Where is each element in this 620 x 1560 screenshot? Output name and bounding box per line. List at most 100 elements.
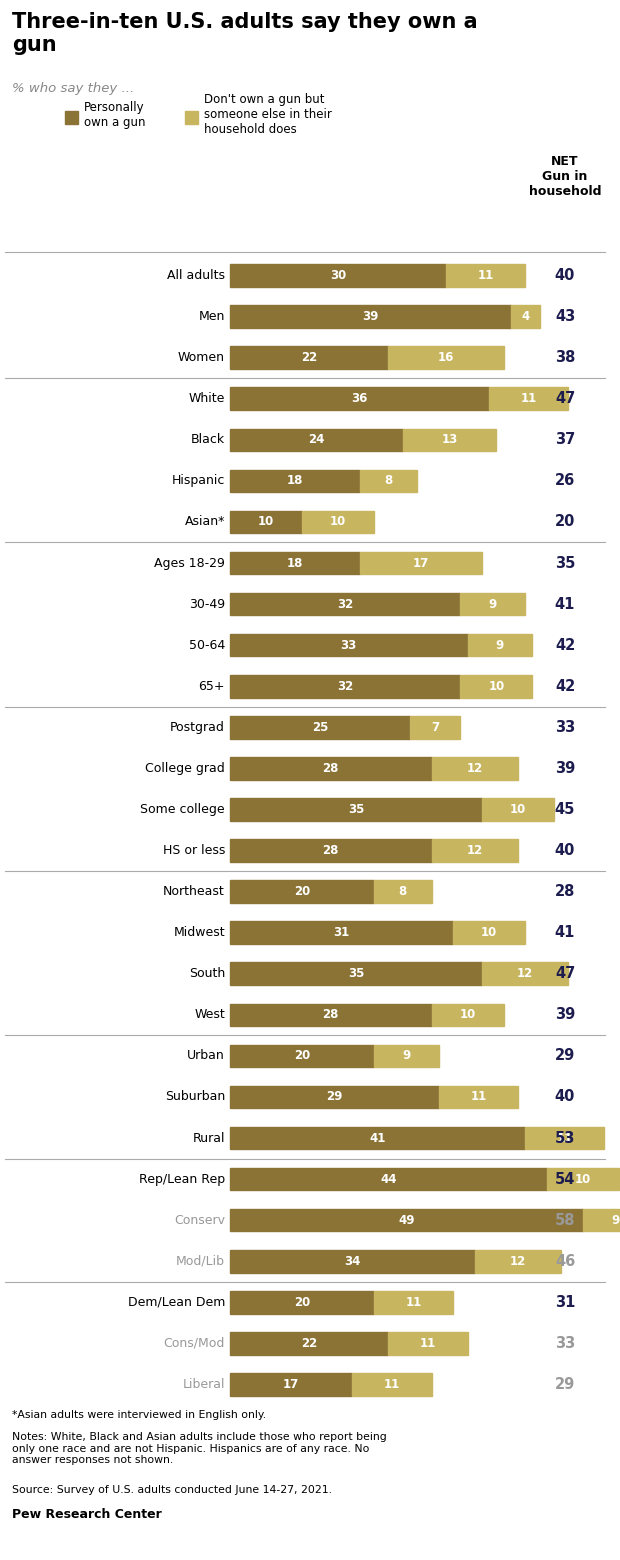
Text: Postgrad: Postgrad bbox=[170, 721, 225, 733]
Text: 41: 41 bbox=[555, 596, 575, 612]
Text: 35: 35 bbox=[348, 803, 364, 816]
Text: 44: 44 bbox=[380, 1173, 397, 1186]
FancyBboxPatch shape bbox=[511, 306, 539, 328]
Text: 33: 33 bbox=[555, 719, 575, 735]
FancyBboxPatch shape bbox=[230, 1045, 374, 1067]
Text: 40: 40 bbox=[555, 1089, 575, 1104]
Text: 32: 32 bbox=[337, 597, 353, 610]
Text: 26: 26 bbox=[555, 473, 575, 488]
Text: *Asian adults were interviewed in English only.: *Asian adults were interviewed in Englis… bbox=[12, 1410, 266, 1420]
FancyBboxPatch shape bbox=[410, 716, 461, 738]
Text: 10: 10 bbox=[575, 1173, 591, 1186]
Text: Mod/Lib: Mod/Lib bbox=[176, 1254, 225, 1268]
Text: 36: 36 bbox=[352, 392, 368, 406]
Text: 58: 58 bbox=[555, 1212, 575, 1228]
Text: Don't own a gun but
someone else in their
household does: Don't own a gun but someone else in thei… bbox=[204, 94, 332, 136]
Text: 41: 41 bbox=[555, 925, 575, 941]
Text: Personally
own a gun: Personally own a gun bbox=[84, 101, 146, 129]
Text: Urban: Urban bbox=[187, 1050, 225, 1062]
Text: 20: 20 bbox=[294, 1050, 310, 1062]
Text: 41: 41 bbox=[370, 1131, 386, 1145]
FancyBboxPatch shape bbox=[230, 387, 489, 410]
FancyBboxPatch shape bbox=[475, 1250, 561, 1273]
FancyBboxPatch shape bbox=[374, 1045, 439, 1067]
Text: Women: Women bbox=[178, 351, 225, 363]
Text: Men: Men bbox=[198, 310, 225, 323]
Text: 28: 28 bbox=[555, 885, 575, 899]
Text: 37: 37 bbox=[555, 432, 575, 448]
Text: Suburban: Suburban bbox=[165, 1090, 225, 1103]
FancyBboxPatch shape bbox=[374, 1292, 453, 1314]
Text: HS or less: HS or less bbox=[162, 844, 225, 856]
Text: 8: 8 bbox=[399, 885, 407, 899]
Text: Black: Black bbox=[191, 434, 225, 446]
Text: Rural: Rural bbox=[192, 1131, 225, 1145]
FancyBboxPatch shape bbox=[525, 1126, 604, 1150]
Text: 12: 12 bbox=[467, 761, 483, 775]
Text: 31: 31 bbox=[334, 927, 350, 939]
Text: 9: 9 bbox=[496, 638, 504, 652]
Text: 46: 46 bbox=[555, 1254, 575, 1268]
FancyBboxPatch shape bbox=[374, 880, 432, 903]
Text: 11: 11 bbox=[557, 1131, 573, 1145]
FancyBboxPatch shape bbox=[489, 387, 569, 410]
Text: 28: 28 bbox=[322, 844, 339, 856]
Text: Three-in-ten U.S. adults say they own a
gun: Three-in-ten U.S. adults say they own a … bbox=[12, 12, 477, 55]
FancyBboxPatch shape bbox=[230, 1332, 388, 1354]
Text: 42: 42 bbox=[555, 638, 575, 652]
Text: South: South bbox=[188, 967, 225, 980]
Text: All adults: All adults bbox=[167, 268, 225, 282]
Text: 30-49: 30-49 bbox=[189, 597, 225, 610]
FancyBboxPatch shape bbox=[230, 839, 432, 861]
Text: 25: 25 bbox=[312, 721, 328, 733]
Text: 20: 20 bbox=[294, 1296, 310, 1309]
Text: 32: 32 bbox=[337, 680, 353, 693]
Text: 47: 47 bbox=[555, 966, 575, 981]
FancyBboxPatch shape bbox=[461, 675, 533, 697]
FancyBboxPatch shape bbox=[230, 306, 511, 328]
FancyBboxPatch shape bbox=[230, 1003, 432, 1026]
Text: 53: 53 bbox=[555, 1131, 575, 1145]
FancyBboxPatch shape bbox=[230, 264, 446, 287]
Text: 18: 18 bbox=[286, 474, 303, 487]
Text: 11: 11 bbox=[384, 1377, 400, 1392]
FancyBboxPatch shape bbox=[230, 510, 302, 534]
Text: 22: 22 bbox=[301, 1337, 317, 1349]
Text: 11: 11 bbox=[405, 1296, 422, 1309]
Text: 39: 39 bbox=[362, 310, 379, 323]
Text: 42: 42 bbox=[555, 679, 575, 694]
Text: 20: 20 bbox=[294, 885, 310, 899]
Text: 33: 33 bbox=[555, 1335, 575, 1351]
Text: College grad: College grad bbox=[145, 761, 225, 775]
Text: 10: 10 bbox=[258, 515, 274, 529]
FancyBboxPatch shape bbox=[230, 799, 482, 821]
Text: 11: 11 bbox=[471, 1090, 487, 1103]
FancyBboxPatch shape bbox=[302, 510, 374, 534]
FancyBboxPatch shape bbox=[230, 1209, 583, 1231]
Text: Midwest: Midwest bbox=[174, 927, 225, 939]
FancyBboxPatch shape bbox=[467, 633, 533, 657]
Text: 29: 29 bbox=[555, 1048, 575, 1064]
Text: 28: 28 bbox=[322, 761, 339, 775]
Text: 54: 54 bbox=[555, 1172, 575, 1187]
Text: 24: 24 bbox=[308, 434, 325, 446]
FancyBboxPatch shape bbox=[230, 1168, 547, 1190]
Text: Asian*: Asian* bbox=[185, 515, 225, 529]
Text: NET
Gun in
household: NET Gun in household bbox=[529, 154, 601, 198]
Text: 33: 33 bbox=[340, 638, 357, 652]
FancyBboxPatch shape bbox=[230, 1292, 374, 1314]
FancyBboxPatch shape bbox=[360, 470, 417, 493]
Text: Rep/Lean Rep: Rep/Lean Rep bbox=[139, 1173, 225, 1186]
FancyBboxPatch shape bbox=[547, 1168, 619, 1190]
FancyBboxPatch shape bbox=[185, 111, 198, 125]
Text: 10: 10 bbox=[330, 515, 346, 529]
Text: Northeast: Northeast bbox=[163, 885, 225, 899]
Text: 28: 28 bbox=[322, 1008, 339, 1022]
Text: 16: 16 bbox=[438, 351, 454, 363]
Text: 10: 10 bbox=[481, 927, 497, 939]
FancyBboxPatch shape bbox=[230, 552, 360, 574]
Text: 8: 8 bbox=[384, 474, 392, 487]
Text: 10: 10 bbox=[510, 803, 526, 816]
FancyBboxPatch shape bbox=[432, 1003, 503, 1026]
Text: 10: 10 bbox=[489, 680, 505, 693]
